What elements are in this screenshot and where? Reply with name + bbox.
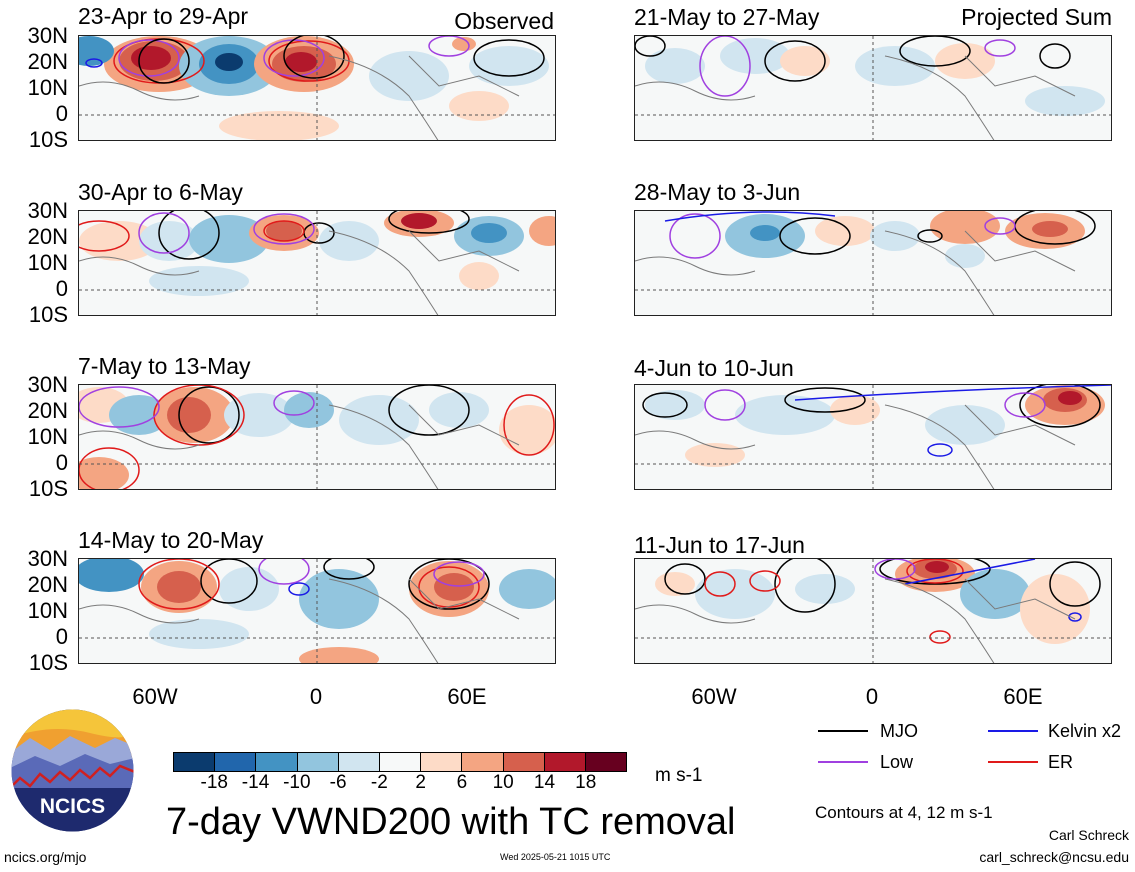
colorbar-segment bbox=[214, 753, 256, 771]
author-email[interactable]: carl_schreck@ncsu.edu bbox=[979, 849, 1129, 865]
projected-sum-label: Projected Sum bbox=[961, 4, 1112, 30]
lat-label: 20N bbox=[27, 572, 68, 597]
colorbar-segment bbox=[378, 753, 421, 771]
panel-title: 21-May to 27-May bbox=[634, 4, 820, 30]
colorbar-segment bbox=[502, 753, 544, 771]
logo-text: NCICS bbox=[40, 795, 105, 818]
colorbar-segment bbox=[255, 753, 297, 771]
lat-label: 10S bbox=[28, 127, 68, 152]
colorbar-tick-label: -10 bbox=[283, 772, 311, 793]
timestamp: Wed 2025-05-21 1015 UTC bbox=[500, 852, 611, 862]
lat-label: 10N bbox=[27, 250, 68, 275]
lat-label: 20N bbox=[27, 224, 68, 249]
colorbar-tick-label: 14 bbox=[533, 772, 556, 793]
legend-kelvin-label: Kelvin x2 bbox=[1048, 721, 1122, 741]
panel-title: 11-Jun to 17-Jun bbox=[634, 532, 805, 558]
lat-label: 30N bbox=[27, 198, 68, 223]
low-line-swatch bbox=[818, 761, 868, 763]
colorbar-tick-label: 2 bbox=[415, 772, 426, 793]
map-panel-observed-2 bbox=[78, 210, 556, 316]
colorbar-segment bbox=[337, 753, 379, 771]
colorbar-segment bbox=[296, 753, 338, 771]
panel-title: 14-May to 20-May bbox=[78, 527, 264, 553]
lon-label: 60E bbox=[447, 684, 487, 709]
panel-title: 28-May to 3-Jun bbox=[634, 179, 801, 205]
er-line-swatch bbox=[988, 761, 1038, 763]
map-panel-projected-1 bbox=[634, 35, 1112, 141]
panel-title: 7-May to 13-May bbox=[78, 353, 251, 379]
author-name: Carl Schreck bbox=[1048, 827, 1129, 843]
contours-note: Contours at 4, 12 m s-1 bbox=[815, 803, 993, 822]
colorbar-segment bbox=[543, 753, 585, 771]
map-panel-observed-1 bbox=[78, 35, 556, 141]
map-panel-projected-4 bbox=[634, 558, 1112, 664]
lon-label: 60W bbox=[691, 684, 737, 709]
lat-label: 0 bbox=[55, 450, 68, 475]
panel-title: 30-Apr to 6-May bbox=[78, 179, 243, 205]
lat-label: 10N bbox=[27, 598, 68, 623]
kelvin-line-swatch bbox=[988, 730, 1038, 732]
colorbar-tick-label: 18 bbox=[575, 772, 597, 793]
colorbar-tick-label: 10 bbox=[492, 772, 514, 793]
lat-label: 30N bbox=[27, 372, 68, 397]
panel-title: 4-Jun to 10-Jun bbox=[634, 355, 794, 381]
colorbar-units: m s-1 bbox=[655, 765, 703, 786]
colorbar-segment bbox=[420, 753, 462, 771]
lat-label: 0 bbox=[55, 276, 68, 301]
legend-low-label: Low bbox=[880, 752, 914, 772]
colorbar-tick-label: -6 bbox=[329, 772, 347, 793]
mjo-line-swatch bbox=[818, 730, 868, 732]
lon-label: 0 bbox=[309, 684, 323, 709]
map-panel-observed-4 bbox=[78, 558, 556, 664]
legend-er-label: ER bbox=[1048, 752, 1074, 772]
observed-label: Observed bbox=[454, 8, 554, 34]
colorbar-tick-label: -2 bbox=[370, 772, 388, 793]
lat-label: 10S bbox=[28, 476, 68, 501]
colorbar-segment bbox=[461, 753, 503, 771]
lat-label: 30N bbox=[27, 546, 68, 571]
ncics-logo: NCICS bbox=[10, 708, 135, 833]
lat-label: 10N bbox=[27, 75, 68, 100]
site-url[interactable]: ncics.org/mjo bbox=[4, 849, 87, 865]
lon-label: 0 bbox=[865, 684, 879, 709]
main-title: 7-day VWND200 with TC removal bbox=[166, 801, 736, 843]
lon-label: 60E bbox=[1003, 684, 1043, 709]
lat-label: 10S bbox=[28, 650, 68, 675]
lat-label: 20N bbox=[27, 49, 68, 74]
panel-title: 23-Apr to 29-Apr bbox=[78, 3, 249, 29]
colorbar-tick-label: 6 bbox=[456, 772, 468, 793]
colorbar-tick-label: -18 bbox=[200, 772, 228, 793]
colorbar-segment bbox=[584, 753, 627, 771]
legend-mjo-label: MJO bbox=[880, 721, 918, 741]
map-panel-observed-3 bbox=[78, 384, 556, 490]
lat-label: 10S bbox=[28, 302, 68, 327]
lat-label: 10N bbox=[27, 424, 68, 449]
map-panel-projected-3 bbox=[634, 384, 1112, 490]
lat-label: 0 bbox=[55, 101, 68, 126]
colorbar-segment bbox=[174, 753, 215, 771]
colorbar-tick-label: -14 bbox=[241, 772, 270, 793]
lat-label: 30N bbox=[27, 23, 68, 48]
lat-label: 20N bbox=[27, 398, 68, 423]
colorbar bbox=[173, 752, 627, 772]
map-panel-projected-2 bbox=[634, 210, 1112, 316]
lon-label: 60W bbox=[132, 684, 178, 709]
lat-label: 0 bbox=[55, 624, 68, 649]
